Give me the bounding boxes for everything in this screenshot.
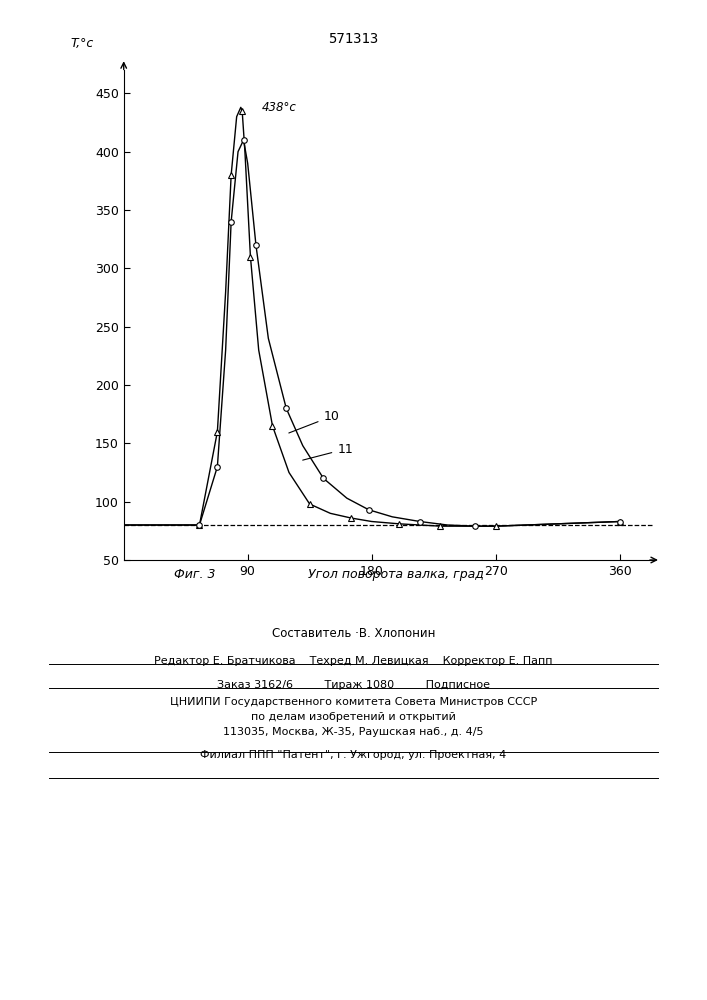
Text: 438°c: 438°c — [262, 101, 296, 114]
Text: 11: 11 — [303, 443, 353, 460]
Text: 113035, Москва, Ж-35, Раушская наб., д. 4/5: 113035, Москва, Ж-35, Раушская наб., д. … — [223, 727, 484, 737]
Text: Составитель ·В. Хлопонин: Составитель ·В. Хлопонин — [271, 627, 436, 640]
Text: Фиг. 3: Фиг. 3 — [174, 568, 215, 581]
Text: по делам изобретений и открытий: по делам изобретений и открытий — [251, 712, 456, 722]
Text: Заказ 3162/6         Тираж 1080         Подписное: Заказ 3162/6 Тираж 1080 Подписное — [217, 680, 490, 690]
Text: 10: 10 — [289, 410, 339, 433]
Text: 571313: 571313 — [328, 32, 379, 46]
Text: ЦНИИПИ Государственного комитета Совета Министров СССР: ЦНИИПИ Государственного комитета Совета … — [170, 697, 537, 707]
Text: Угол поворота валка, град: Угол поворота валка, град — [308, 568, 484, 581]
Text: T,°c: T,°c — [71, 37, 94, 50]
Text: Филиал ППП "Патент", г. Ужгород, ул. Проектная, 4: Филиал ППП "Патент", г. Ужгород, ул. Про… — [200, 750, 507, 760]
Text: Редактор Е. Братчикова    Техред М. Левицкая    Корректор Е. Папп: Редактор Е. Братчикова Техред М. Левицка… — [154, 656, 553, 666]
